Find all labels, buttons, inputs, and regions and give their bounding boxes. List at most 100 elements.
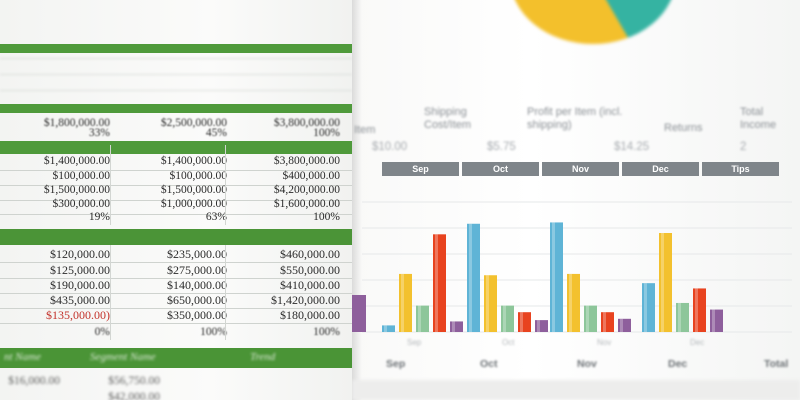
chart-bar-dec: [693, 288, 706, 332]
cell: $1,500,000.00: [160, 184, 227, 196]
bar-highlight: [569, 273, 572, 332]
table-row: 19% 63% 100%: [0, 208, 352, 226]
chart-bar-nov: [618, 318, 631, 332]
chart-bar-oct: [467, 223, 480, 332]
green-header-band: [0, 44, 352, 53]
cell: $1,600,000.00: [273, 198, 340, 210]
chart-bar-nov: [550, 222, 563, 332]
chart-bar-oct: [535, 320, 548, 332]
month-label: Nov: [571, 164, 589, 174]
bar-highlight: [678, 302, 681, 332]
cell: 100%: [313, 211, 340, 223]
cell: $350,000.00: [167, 308, 227, 322]
axis-label: Nov: [597, 338, 612, 347]
green-header-band: [0, 104, 352, 113]
cell: $1,800,000.00: [43, 117, 110, 129]
cell: 0%: [94, 326, 110, 338]
cell: $1,400,000.00: [160, 155, 227, 167]
chart-bar-dec: [710, 309, 723, 332]
bar-highlight: [384, 325, 387, 332]
chart-bar-sep: [433, 234, 446, 332]
chart-bar-dec: [659, 233, 672, 332]
cell: $100,000.00: [52, 170, 111, 182]
table-row: $16,000.00 $56,750.00: [0, 372, 352, 390]
cell: $120,000.00: [50, 247, 110, 261]
cell: $16,000.00: [8, 375, 60, 387]
month-label: Dec: [652, 164, 669, 174]
column-header: Returns: [664, 122, 703, 134]
axis-label: Dec: [690, 338, 705, 347]
cell: $56,750.00: [108, 375, 160, 387]
cell-value: $5.75: [487, 141, 516, 153]
header-cell: Trend: [250, 351, 276, 363]
cell: 100%: [313, 326, 340, 338]
table-row: $435,000.00 $650,000.00 $1,420,000.00: [0, 291, 352, 309]
cell: $235,000.00: [167, 247, 227, 261]
month-label: Sep: [412, 164, 429, 174]
bar-highlight: [644, 283, 647, 332]
table-row: $135,000.00) $350,000.00 $180,000.00: [0, 306, 352, 324]
chart-bar-oct: [501, 305, 514, 332]
cell: $140,000.00: [167, 278, 227, 292]
chart-bar-dec: [676, 302, 689, 332]
bar-highlight: [486, 275, 489, 332]
cell: $180,000.00: [280, 308, 340, 322]
cell: $4,200,000.00: [273, 184, 340, 196]
cell: $1,000,000.00: [160, 198, 227, 210]
chart-bar-sep: [399, 273, 412, 332]
bar-highlight: [435, 234, 438, 332]
table-row: $1,400,000.00 $1,400,000.00 $3,800,000.0…: [0, 152, 352, 170]
table-row: $42,000.00: [0, 388, 352, 400]
green-header-band: [0, 141, 352, 154]
table-row: $125,000.00 $275,000.00 $550,000.00: [0, 261, 352, 279]
bar-highlight: [537, 320, 540, 332]
bar-chart: [352, 201, 792, 333]
bar-highlight: [661, 233, 664, 332]
cell: $300,000.00: [52, 198, 111, 210]
cell: 63%: [205, 211, 227, 223]
month-header: Sep: [382, 162, 459, 176]
cell: $435,000.00: [50, 293, 110, 307]
cell-value: $10.00: [372, 141, 408, 153]
cell: $1,400,000.00: [43, 155, 110, 167]
cell: $400,000.00: [282, 170, 341, 182]
cell: $3,800,000.00: [273, 155, 340, 167]
axis-label: Oct: [502, 338, 515, 347]
column-header: Total Income: [740, 106, 777, 131]
bottom-label: Oct: [480, 358, 498, 370]
bottom-label: Nov: [577, 358, 597, 370]
bar-highlight: [695, 288, 698, 332]
month-header: Tips: [702, 162, 779, 176]
bottom-label: Total: [764, 358, 789, 370]
cell: 33%: [88, 127, 110, 139]
table-row: 33% 45% 100%: [0, 124, 352, 142]
chart-bar-oct: [484, 275, 497, 332]
bar-highlight: [712, 309, 715, 332]
column-header: Item: [354, 124, 376, 136]
column-header: Profit per Item (incl. shipping): [527, 106, 623, 131]
bottom-label: Sep: [386, 358, 406, 370]
cell: $190,000.00: [50, 278, 110, 292]
month-header: Oct: [462, 162, 539, 176]
cell: $1,500,000.00: [43, 184, 110, 196]
bar-highlight: [452, 321, 455, 332]
cell: $550,000.00: [280, 263, 340, 277]
cell: 19%: [88, 211, 110, 223]
axis-label: Sep: [407, 338, 422, 347]
table-row: $1,800,000.00 $2,500,000.00 $3,800,000.0…: [0, 114, 352, 132]
bar-highlight: [401, 273, 404, 332]
cell-value: $14.25: [614, 141, 650, 153]
table-row: 0% 100% 100%: [0, 323, 352, 341]
chart-bar: [352, 295, 366, 332]
chart-bar-nov: [601, 312, 614, 332]
header-cell: Segment Name: [90, 351, 156, 363]
cell: 100%: [313, 127, 340, 139]
table-row: $190,000.00 $140,000.00 $410,000.00: [0, 276, 352, 294]
cell: 45%: [205, 127, 227, 139]
chart-bar-oct: [518, 312, 531, 332]
cell: 100%: [200, 326, 227, 338]
table-row: $300,000.00 $1,000,000.00 $1,600,000.00: [0, 195, 352, 213]
column-header: Shipping Cost/Item: [424, 106, 472, 131]
header-cell: nt Name: [4, 351, 41, 363]
